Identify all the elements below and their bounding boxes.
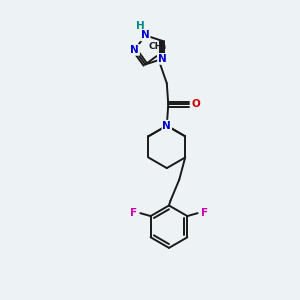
- Text: O: O: [192, 100, 200, 110]
- Text: CH₃: CH₃: [149, 42, 167, 51]
- Text: N: N: [158, 54, 167, 64]
- Text: F: F: [130, 208, 137, 218]
- Text: H: H: [136, 21, 144, 31]
- Text: N: N: [162, 121, 171, 131]
- Text: N: N: [130, 45, 139, 55]
- Text: F: F: [200, 208, 208, 218]
- Text: N: N: [141, 30, 150, 40]
